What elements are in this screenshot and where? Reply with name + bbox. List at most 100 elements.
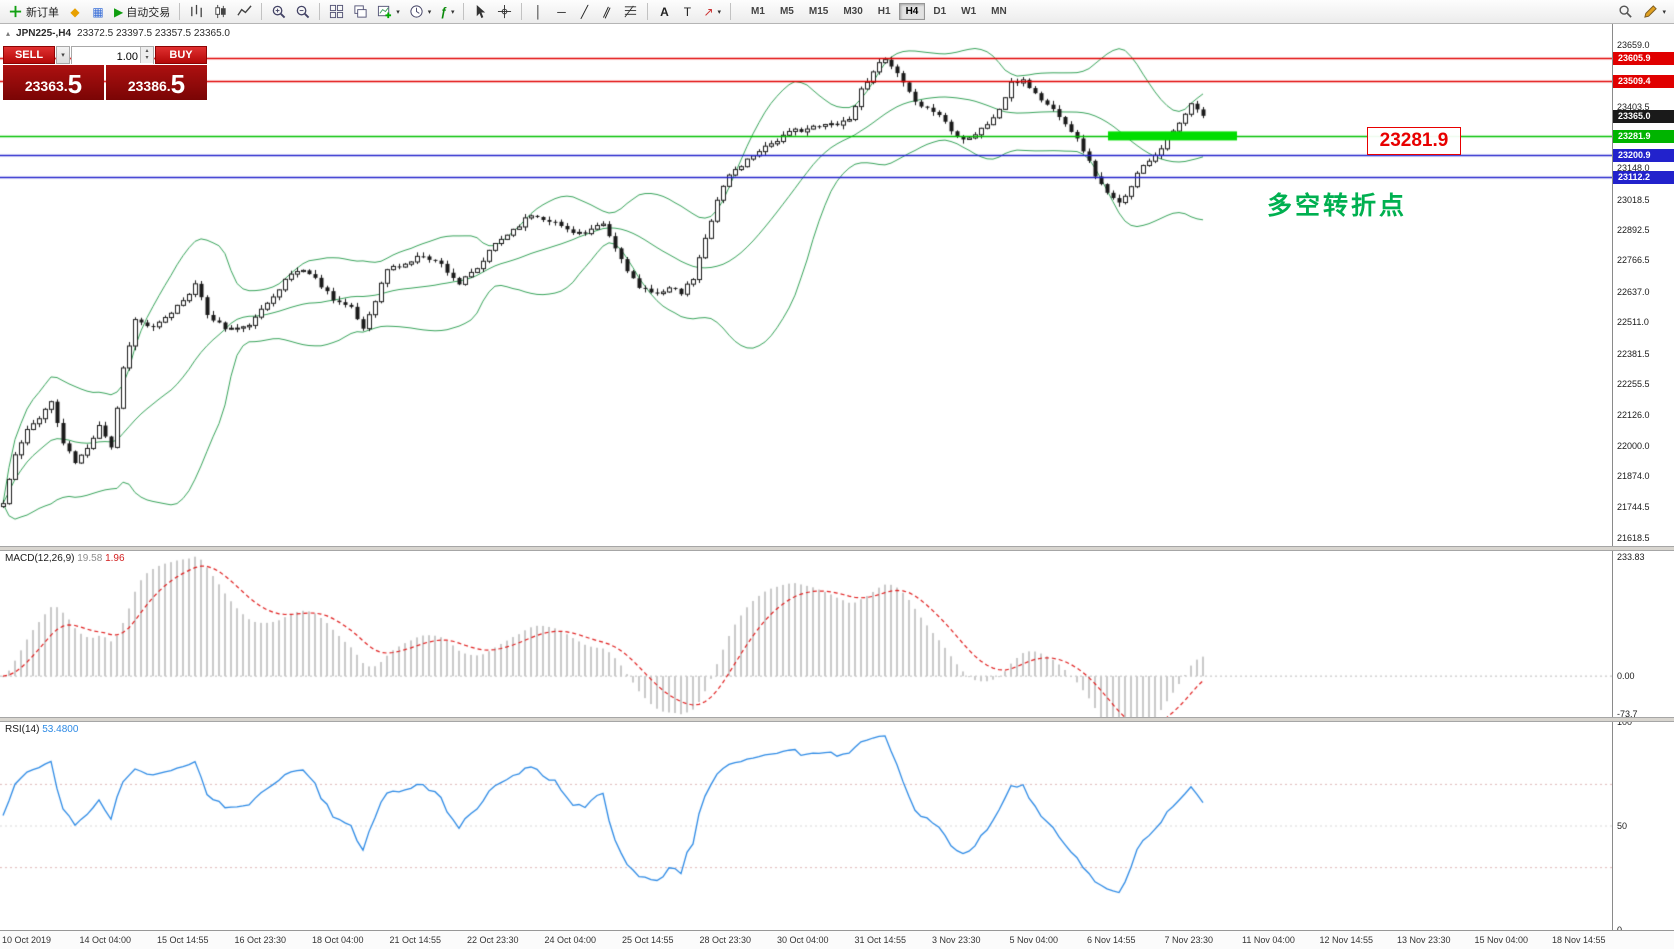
diamond-icon: ◆	[70, 4, 80, 19]
price-axis-label: 23403.5	[1617, 102, 1650, 112]
price-axis-label: 22892.5	[1617, 225, 1650, 235]
new-order-button[interactable]: 新订单	[4, 2, 63, 22]
edit-button[interactable]: ▾	[1639, 2, 1670, 22]
arrows-button[interactable]: ↗ ▾	[699, 2, 725, 22]
date-axis-label: 22 Oct 23:30	[467, 935, 519, 945]
cursor-button[interactable]	[469, 2, 492, 22]
zoom-out-button[interactable]	[291, 2, 314, 22]
search-icon	[1619, 5, 1633, 18]
tf-button-m15[interactable]: M15	[802, 3, 835, 20]
cascade-windows-button[interactable]	[349, 2, 372, 22]
panel-separator[interactable]	[0, 546, 1674, 551]
sell-button[interactable]: SELL	[3, 46, 55, 64]
tf-button-d1[interactable]: D1	[926, 3, 953, 20]
price-axis-label: 23148.0	[1617, 163, 1650, 173]
channel-icon: ∥	[601, 3, 614, 20]
channel-button[interactable]: ∥	[596, 2, 618, 22]
price-axis-label: 22381.5	[1617, 349, 1650, 359]
tf-button-m5[interactable]: M5	[773, 3, 801, 20]
date-axis-label: 25 Oct 14:55	[622, 935, 674, 945]
sell-price-big-digit: 5	[67, 69, 83, 99]
macd-axis-label: 0.00	[1617, 671, 1635, 681]
fibonacci-icon	[624, 5, 637, 18]
volume-spinner[interactable]: ▴ ▾	[140, 47, 153, 63]
cursor-icon	[477, 4, 486, 19]
date-axis-label: 18 Oct 04:00	[312, 935, 364, 945]
auto-trading-button[interactable]: ▶ 自动交易	[110, 2, 174, 22]
bar-chart-icon	[191, 4, 203, 18]
indicators-button[interactable]: ƒ ▾	[436, 2, 458, 22]
date-axis-label: 6 Nov 14:55	[1087, 935, 1136, 945]
market-watch-button[interactable]: ▦	[87, 2, 109, 22]
chart-annotation-text[interactable]: 多空转折点	[1267, 192, 1408, 220]
one-click-prices: 23363. 5 23386. 5	[3, 65, 207, 100]
label-icon: T	[683, 4, 692, 19]
candlestick-icon	[215, 4, 226, 19]
horizontal-line-button[interactable]: ─	[550, 2, 572, 22]
search-button[interactable]	[1614, 2, 1637, 22]
toolbar-right-group: ▾	[1614, 2, 1670, 22]
price-axis-label: 23659.0	[1617, 40, 1650, 50]
price-label-object[interactable]: 23281.9	[1367, 127, 1461, 155]
rsi-canvas[interactable]	[0, 722, 1612, 930]
volume-dropdown-button[interactable]: ▾	[56, 46, 70, 64]
price-axis-label: 23018.5	[1617, 195, 1650, 205]
tf-button-m1[interactable]: M1	[744, 3, 772, 20]
toolbar-separator	[521, 3, 523, 20]
price-axis-label: 22126.0	[1617, 410, 1650, 420]
macd-label: MACD(12,26,9) 19.58 1.96	[5, 553, 125, 564]
date-axis-label: 31 Oct 14:55	[854, 935, 907, 945]
tf-button-w1[interactable]: W1	[954, 3, 983, 20]
tf-button-mn[interactable]: MN	[984, 3, 1014, 20]
date-axis-label: 3 Nov 23:30	[932, 935, 981, 945]
period-button[interactable]: ▾	[405, 2, 436, 22]
rsi-axis-label: 100	[1617, 717, 1633, 727]
crosshair-icon	[498, 4, 512, 19]
date-axis-label: 15 Oct 14:55	[157, 935, 209, 945]
trendline-button[interactable]: ╱	[573, 2, 595, 22]
toolbar-separator	[261, 3, 263, 20]
toolbar-separator	[463, 3, 465, 20]
crosshair-button[interactable]	[493, 2, 516, 22]
tf-button-h1[interactable]: H1	[871, 3, 898, 20]
buy-button[interactable]: BUY	[155, 46, 207, 64]
volume-input[interactable]	[72, 49, 153, 65]
date-axis-label: 15 Nov 04:00	[1474, 935, 1529, 945]
new-chart-button[interactable]: ▾	[373, 2, 404, 22]
panel-separator[interactable]	[0, 717, 1674, 722]
one-click-toggle-icon[interactable]: ▴	[6, 29, 11, 38]
price-axis-label: 21618.5	[1617, 533, 1650, 543]
bar-chart-button[interactable]	[185, 2, 208, 22]
price-axis-tag: 23281.9	[1613, 130, 1674, 143]
date-axis-label: 30 Oct 04:00	[777, 935, 829, 945]
macd-canvas[interactable]	[0, 551, 1612, 717]
date-axis-label: 5 Nov 04:00	[1009, 935, 1059, 945]
date-axis-label: 12 Nov 14:55	[1319, 935, 1374, 945]
tf-button-m30[interactable]: M30	[836, 3, 869, 20]
fibonacci-button[interactable]	[619, 2, 642, 22]
line-chart-button[interactable]	[233, 2, 256, 22]
vertical-line-button[interactable]: │	[527, 2, 549, 22]
text-button[interactable]: A	[653, 2, 675, 22]
volume-field: ▴▾	[71, 46, 154, 65]
candlestick-button[interactable]	[209, 2, 232, 22]
price-axis-label: 21874.0	[1617, 471, 1650, 481]
rsi-value: 53.4800	[42, 724, 79, 735]
tf-button-h4[interactable]: H4	[898, 3, 926, 20]
price-axis[interactable]: 23659.0 23403.5 23148.0 23018.5 22892.5 22766…	[1612, 24, 1674, 935]
new-order-label: 新订单	[26, 6, 59, 19]
text-label-button[interactable]: T	[676, 2, 698, 22]
sell-price-main: 23363.	[24, 78, 68, 94]
chart-ohlc: 23372.5 23397.5 23357.5 23365.0	[77, 28, 230, 39]
date-axis-label: 14 Oct 04:00	[79, 935, 132, 945]
price-axis-tag: 23365.0	[1613, 110, 1674, 123]
tile-windows-button[interactable]	[325, 2, 348, 22]
time-axis[interactable]: 10 Oct 2019 14 Oct 04:00 15 Oct 14:55 16 Oc…	[0, 930, 1674, 949]
cascade-windows-icon	[354, 5, 367, 18]
date-axis-label: 13 Nov 23:30	[1397, 935, 1451, 945]
price-axis-label: 22637.0	[1617, 287, 1650, 297]
vertical-line-icon: │	[534, 4, 543, 19]
main-chart-canvas[interactable]	[0, 24, 1612, 546]
zoom-in-button[interactable]	[267, 2, 290, 22]
favorites-button[interactable]: ◆	[64, 2, 86, 22]
